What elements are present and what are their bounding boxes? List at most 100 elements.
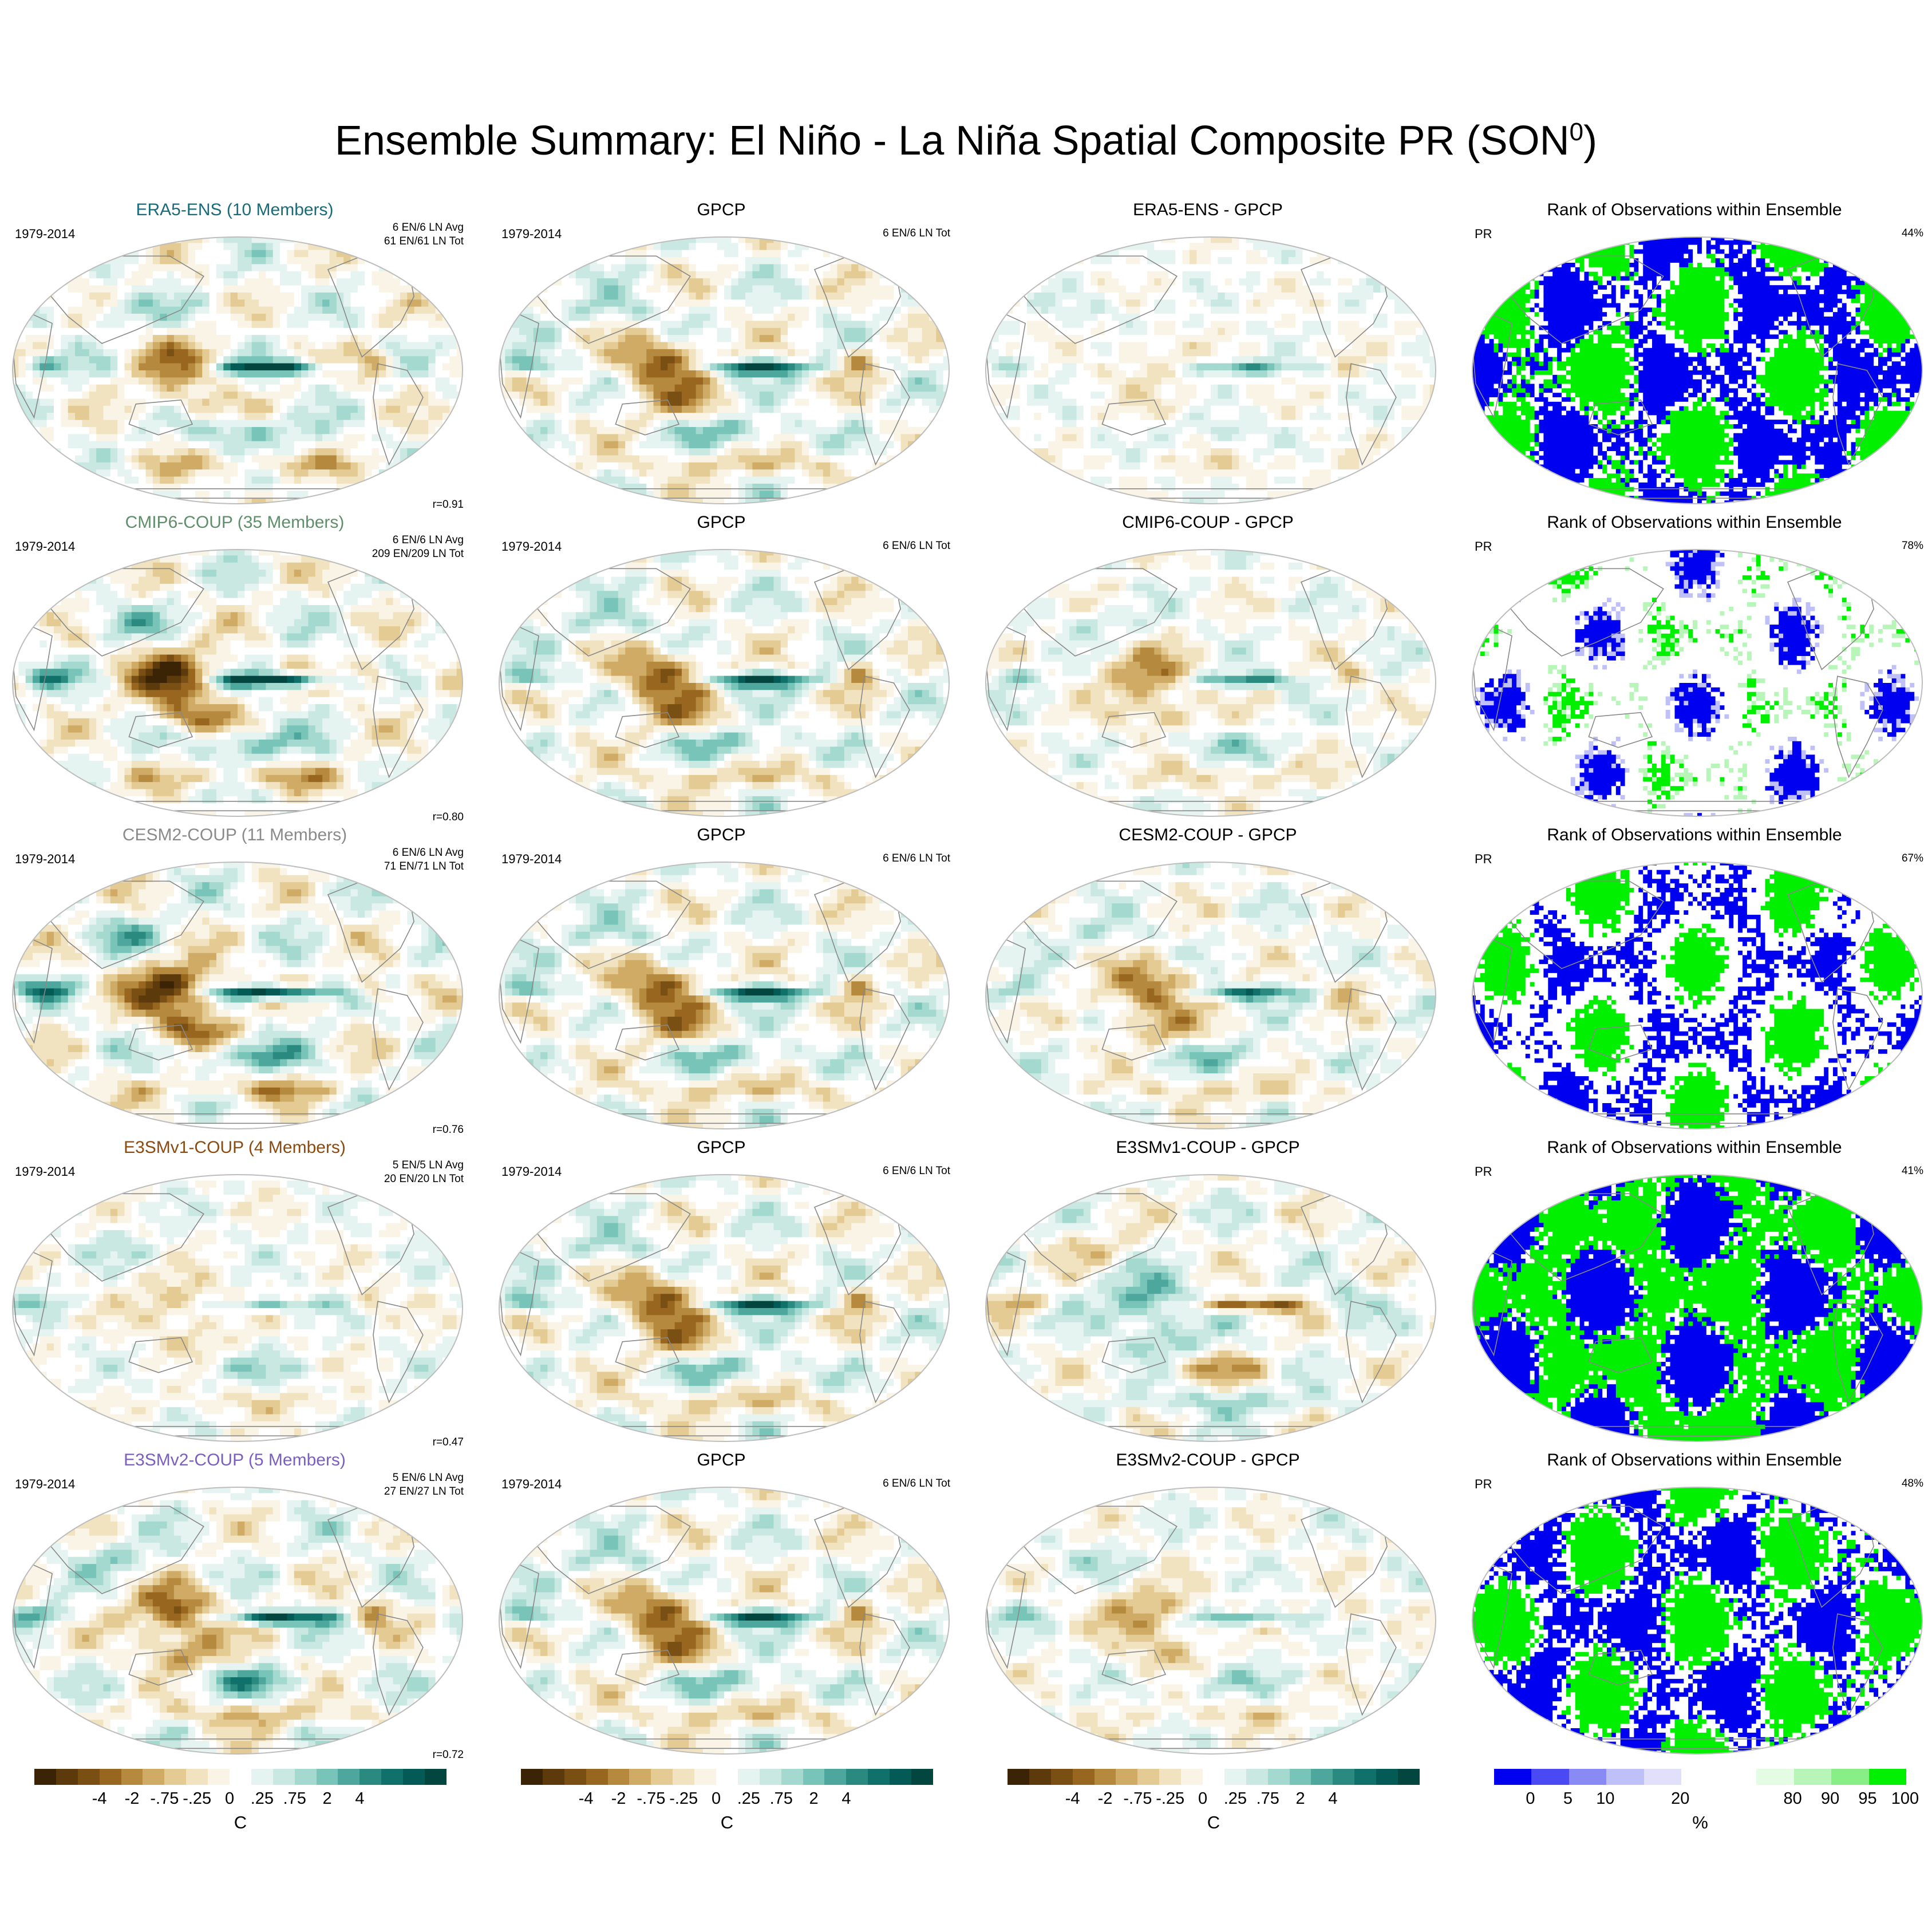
panel-obs: GPCP 1979-2014 6 EN/6 LN Tot	[487, 825, 956, 1137]
colorbar-swatch	[1398, 1769, 1420, 1785]
colorbar-tick-label: 2	[809, 1789, 819, 1808]
colorbar-swatch	[186, 1769, 208, 1785]
colorbar-tick-label: 0	[1526, 1789, 1535, 1808]
correlation-label: r=0.72	[433, 1749, 464, 1761]
colorbar-tick-label: 10	[1596, 1789, 1614, 1808]
colorbar-unit-label: C	[1008, 1812, 1420, 1833]
colorbar-swatch	[1159, 1769, 1181, 1785]
colorbar-swatch	[1029, 1769, 1051, 1785]
colorbar-swatch	[273, 1769, 295, 1785]
composite-map	[985, 548, 1437, 817]
colorbar-unit-label: C	[521, 1812, 933, 1833]
panel-title: Rank of Observations within Ensemble	[1460, 1451, 1929, 1470]
colorbar-swatch	[543, 1769, 564, 1785]
colorbar-swatches	[1494, 1769, 1906, 1785]
panel-title: GPCP	[487, 1451, 956, 1470]
colorbar-swatches	[521, 1769, 933, 1785]
colorbar-tick-label: 4	[1328, 1789, 1337, 1808]
panel-obs: GPCP 1979-2014 6 EN/6 LN Tot	[487, 513, 956, 825]
colorbar-swatch	[1290, 1769, 1311, 1785]
colorbar-swatch	[121, 1769, 143, 1785]
colorbar-tick-label: -.75	[637, 1789, 665, 1808]
colorbar-swatch	[911, 1769, 933, 1785]
colorbar-swatch	[868, 1769, 890, 1785]
colorbar-tick-label: 5	[1563, 1789, 1573, 1808]
colorbar-swatch	[1246, 1769, 1268, 1785]
colorbar-swatch	[521, 1769, 543, 1785]
panel-rank: Rank of Observations within Ensemble PR 41…	[1460, 1138, 1929, 1450]
colorbar-swatch	[1831, 1769, 1868, 1785]
colorbar-swatch	[208, 1769, 230, 1785]
panel-model: E3SMv2-COUP (5 Members) 1979-2014 5 EN/6 L…	[0, 1451, 469, 1763]
panel-diff: CMIP6-COUP - GPCP	[973, 513, 1443, 825]
panel-diff: E3SMv1-COUP - GPCP	[973, 1138, 1443, 1450]
colorbar-tick-label: 0	[712, 1789, 721, 1808]
colorbar-swatch	[1095, 1769, 1116, 1785]
colorbar-swatch	[1051, 1769, 1073, 1785]
panel-title: E3SMv2-COUP (5 Members)	[0, 1451, 469, 1470]
colorbar-swatch	[1116, 1769, 1137, 1785]
composite-map	[11, 236, 464, 505]
colorbar-tick-label: .75	[283, 1789, 306, 1808]
colorbar: -4 -2 -.75 -.25 0.25.75 2 4 C	[521, 1769, 933, 1843]
colorbar-swatch	[1376, 1769, 1398, 1785]
colorbar-swatch	[1181, 1769, 1203, 1785]
panel-diff: E3SMv2-COUP - GPCP	[973, 1451, 1443, 1763]
colorbar-swatch	[1644, 1769, 1681, 1785]
composite-map	[498, 236, 950, 505]
composite-map	[985, 1174, 1437, 1443]
colorbar-tick-label: -2	[1098, 1789, 1113, 1808]
panel-rank: Rank of Observations within Ensemble PR 44…	[1460, 200, 1929, 512]
colorbar-swatch	[34, 1769, 56, 1785]
colorbar-tick-label: .25	[251, 1789, 274, 1808]
colorbar-tick-label: 4	[355, 1789, 364, 1808]
colorbar-tick-label: 0	[1198, 1789, 1207, 1808]
colorbar-tick-label: 2	[1296, 1789, 1305, 1808]
colorbar-swatch	[1794, 1769, 1831, 1785]
colorbar-swatch	[1606, 1769, 1643, 1785]
colorbar-swatch	[338, 1769, 359, 1785]
event-count-avg: 5 EN/5 LN Avg	[384, 1159, 464, 1172]
colorbar-swatch	[1869, 1769, 1906, 1785]
composite-map	[11, 1174, 464, 1443]
colorbar-tick-label: -.25	[1156, 1789, 1184, 1808]
colorbar-swatch	[846, 1769, 868, 1785]
colorbar: 0 5 10 20 80 90 95 100%	[1494, 1769, 1906, 1843]
panel-title: Rank of Observations within Ensemble	[1460, 200, 1929, 220]
colorbar-swatch	[317, 1769, 338, 1785]
colorbar-swatch	[608, 1769, 630, 1785]
panel-title: CMIP6-COUP - GPCP	[973, 513, 1443, 532]
panel-obs: GPCP 1979-2014 6 EN/6 LN Tot	[487, 1138, 956, 1450]
panel-title: CMIP6-COUP (35 Members)	[0, 513, 469, 532]
colorbar-tick-label: -.75	[1123, 1789, 1152, 1808]
colorbar-swatch	[251, 1769, 273, 1785]
panel-title: Rank of Observations within Ensemble	[1460, 825, 1929, 845]
composite-map	[498, 1174, 950, 1443]
colorbar-swatch	[673, 1769, 694, 1785]
panel-title: CESM2-COUP - GPCP	[973, 825, 1443, 845]
colorbar-swatches	[34, 1769, 447, 1785]
panel-title: E3SMv2-COUP - GPCP	[973, 1451, 1443, 1470]
event-count-avg: 5 EN/6 LN Avg	[384, 1471, 464, 1485]
panel-rank: Rank of Observations within Ensemble PR 67…	[1460, 825, 1929, 1137]
figure-title: Ensemble Summary: El Niño - La Niña Spat…	[0, 117, 1932, 164]
colorbar-tick-label: .75	[770, 1789, 793, 1808]
panel-title: Rank of Observations within Ensemble	[1460, 1138, 1929, 1157]
panel-title: Rank of Observations within Ensemble	[1460, 513, 1929, 532]
colorbar-swatch	[1203, 1769, 1224, 1785]
colorbar-swatch	[564, 1769, 586, 1785]
colorbar-swatch	[1137, 1769, 1159, 1785]
panel-model: ERA5-ENS (10 Members) 1979-2014 6 EN/6 LN …	[0, 200, 469, 512]
colorbar-tick-label: 0	[225, 1789, 234, 1808]
colorbar-unit-label: %	[1494, 1812, 1906, 1833]
colorbar-swatch	[359, 1769, 381, 1785]
panel-title: E3SMv1-COUP - GPCP	[973, 1138, 1443, 1157]
colorbar-unit-label: C	[34, 1812, 447, 1833]
composite-map	[498, 861, 950, 1130]
colorbar-swatch	[1311, 1769, 1333, 1785]
correlation-label: r=0.80	[433, 811, 464, 824]
colorbar-swatch	[164, 1769, 186, 1785]
correlation-label: r=0.76	[433, 1124, 464, 1136]
colorbar-swatch	[694, 1769, 716, 1785]
